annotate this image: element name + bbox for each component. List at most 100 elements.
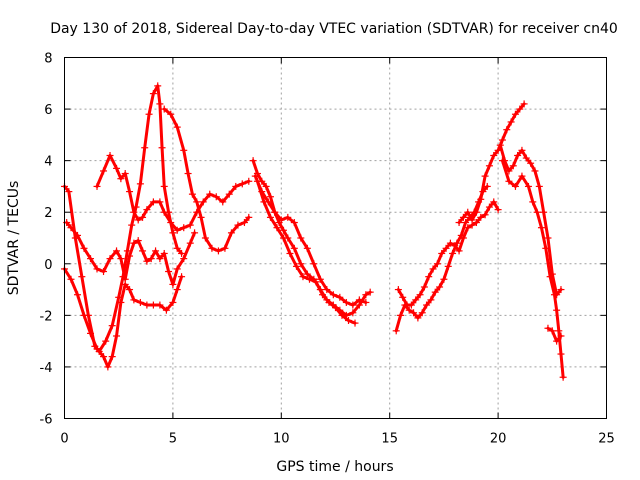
- data-point: [93, 265, 101, 273]
- data-point: [108, 353, 116, 361]
- data-point: [555, 327, 563, 335]
- data-point: [446, 239, 454, 247]
- data-point: [193, 198, 201, 206]
- data-point: [113, 247, 121, 255]
- series-line: [63, 84, 184, 353]
- data-point: [518, 146, 526, 154]
- data-point: [199, 198, 207, 206]
- data-point: [481, 172, 489, 180]
- data-point: [106, 151, 114, 159]
- series-track-i: [392, 182, 491, 335]
- data-point: [67, 275, 75, 283]
- data-point: [494, 206, 502, 214]
- data-point: [208, 244, 216, 252]
- data-point: [349, 301, 357, 309]
- data-point: [392, 327, 400, 335]
- data-point: [201, 234, 209, 242]
- data-point: [505, 177, 513, 185]
- data-point: [544, 324, 552, 332]
- data-point: [227, 229, 235, 237]
- data-point: [310, 260, 318, 268]
- series-track-a: [61, 82, 186, 355]
- data-point: [169, 280, 177, 288]
- data-point: [186, 239, 194, 247]
- data-point: [542, 244, 550, 252]
- data-point: [145, 110, 153, 118]
- data-point: [136, 180, 144, 188]
- y-tick-label: -4: [40, 361, 53, 376]
- series-track-h: [253, 177, 359, 327]
- data-point: [126, 286, 134, 294]
- data-point: [464, 208, 472, 216]
- chart-title: Day 130 of 2018, Sidereal Day-to-day VTE…: [50, 21, 618, 37]
- data-point: [362, 298, 370, 306]
- data-point: [149, 90, 157, 98]
- data-point: [427, 296, 435, 304]
- data-point: [498, 136, 506, 144]
- y-tick-label: 4: [44, 155, 52, 170]
- x-tick-label: 0: [60, 432, 68, 447]
- data-point: [156, 198, 164, 206]
- data-point: [485, 162, 493, 170]
- data-point: [462, 219, 470, 227]
- data-point: [143, 301, 151, 309]
- data-point: [290, 219, 298, 227]
- data-point: [169, 298, 177, 306]
- data-point: [141, 144, 149, 152]
- data-point: [93, 182, 101, 190]
- data-point: [366, 288, 374, 296]
- data-point: [355, 296, 363, 304]
- data-point: [126, 188, 134, 196]
- data-point: [100, 353, 108, 361]
- data-point: [472, 208, 480, 216]
- data-point: [472, 219, 480, 227]
- data-point: [139, 247, 147, 255]
- series-track-m: [498, 157, 567, 381]
- data-point: [407, 301, 415, 309]
- data-point: [117, 255, 125, 263]
- data-point: [349, 309, 357, 317]
- data-point: [514, 151, 522, 159]
- data-point: [87, 255, 95, 263]
- data-point: [128, 221, 136, 229]
- data-point: [464, 224, 472, 232]
- data-point: [238, 180, 246, 188]
- data-point: [206, 190, 214, 198]
- data-point: [342, 298, 350, 306]
- data-point: [191, 229, 199, 237]
- series-track-d: [93, 151, 253, 234]
- data-point: [80, 244, 88, 252]
- data-point: [394, 286, 402, 294]
- data-point: [160, 105, 168, 113]
- data-point: [418, 309, 426, 317]
- data-point: [149, 301, 157, 309]
- data-point: [214, 247, 222, 255]
- data-point: [180, 224, 188, 232]
- data-point: [397, 311, 405, 319]
- data-point: [405, 306, 413, 314]
- data-point: [553, 306, 561, 314]
- data-point: [444, 262, 452, 270]
- data-point: [188, 190, 196, 198]
- data-point: [165, 268, 173, 276]
- data-point: [162, 306, 170, 314]
- data-point: [531, 167, 539, 175]
- data-point: [277, 216, 285, 224]
- data-point: [74, 291, 82, 299]
- x-tick-label: 20: [490, 432, 507, 447]
- data-point: [178, 273, 186, 281]
- series-track-f: [249, 157, 374, 319]
- data-point: [544, 234, 552, 242]
- series-line: [251, 159, 372, 317]
- data-point: [251, 172, 259, 180]
- data-point: [511, 110, 519, 118]
- data-point: [143, 206, 151, 214]
- data-point: [180, 146, 188, 154]
- series-track-c: [63, 219, 199, 288]
- y-tick-label: -2: [40, 309, 53, 324]
- data-point: [117, 298, 125, 306]
- data-point: [156, 301, 164, 309]
- data-point: [305, 275, 313, 283]
- data-point: [106, 255, 114, 263]
